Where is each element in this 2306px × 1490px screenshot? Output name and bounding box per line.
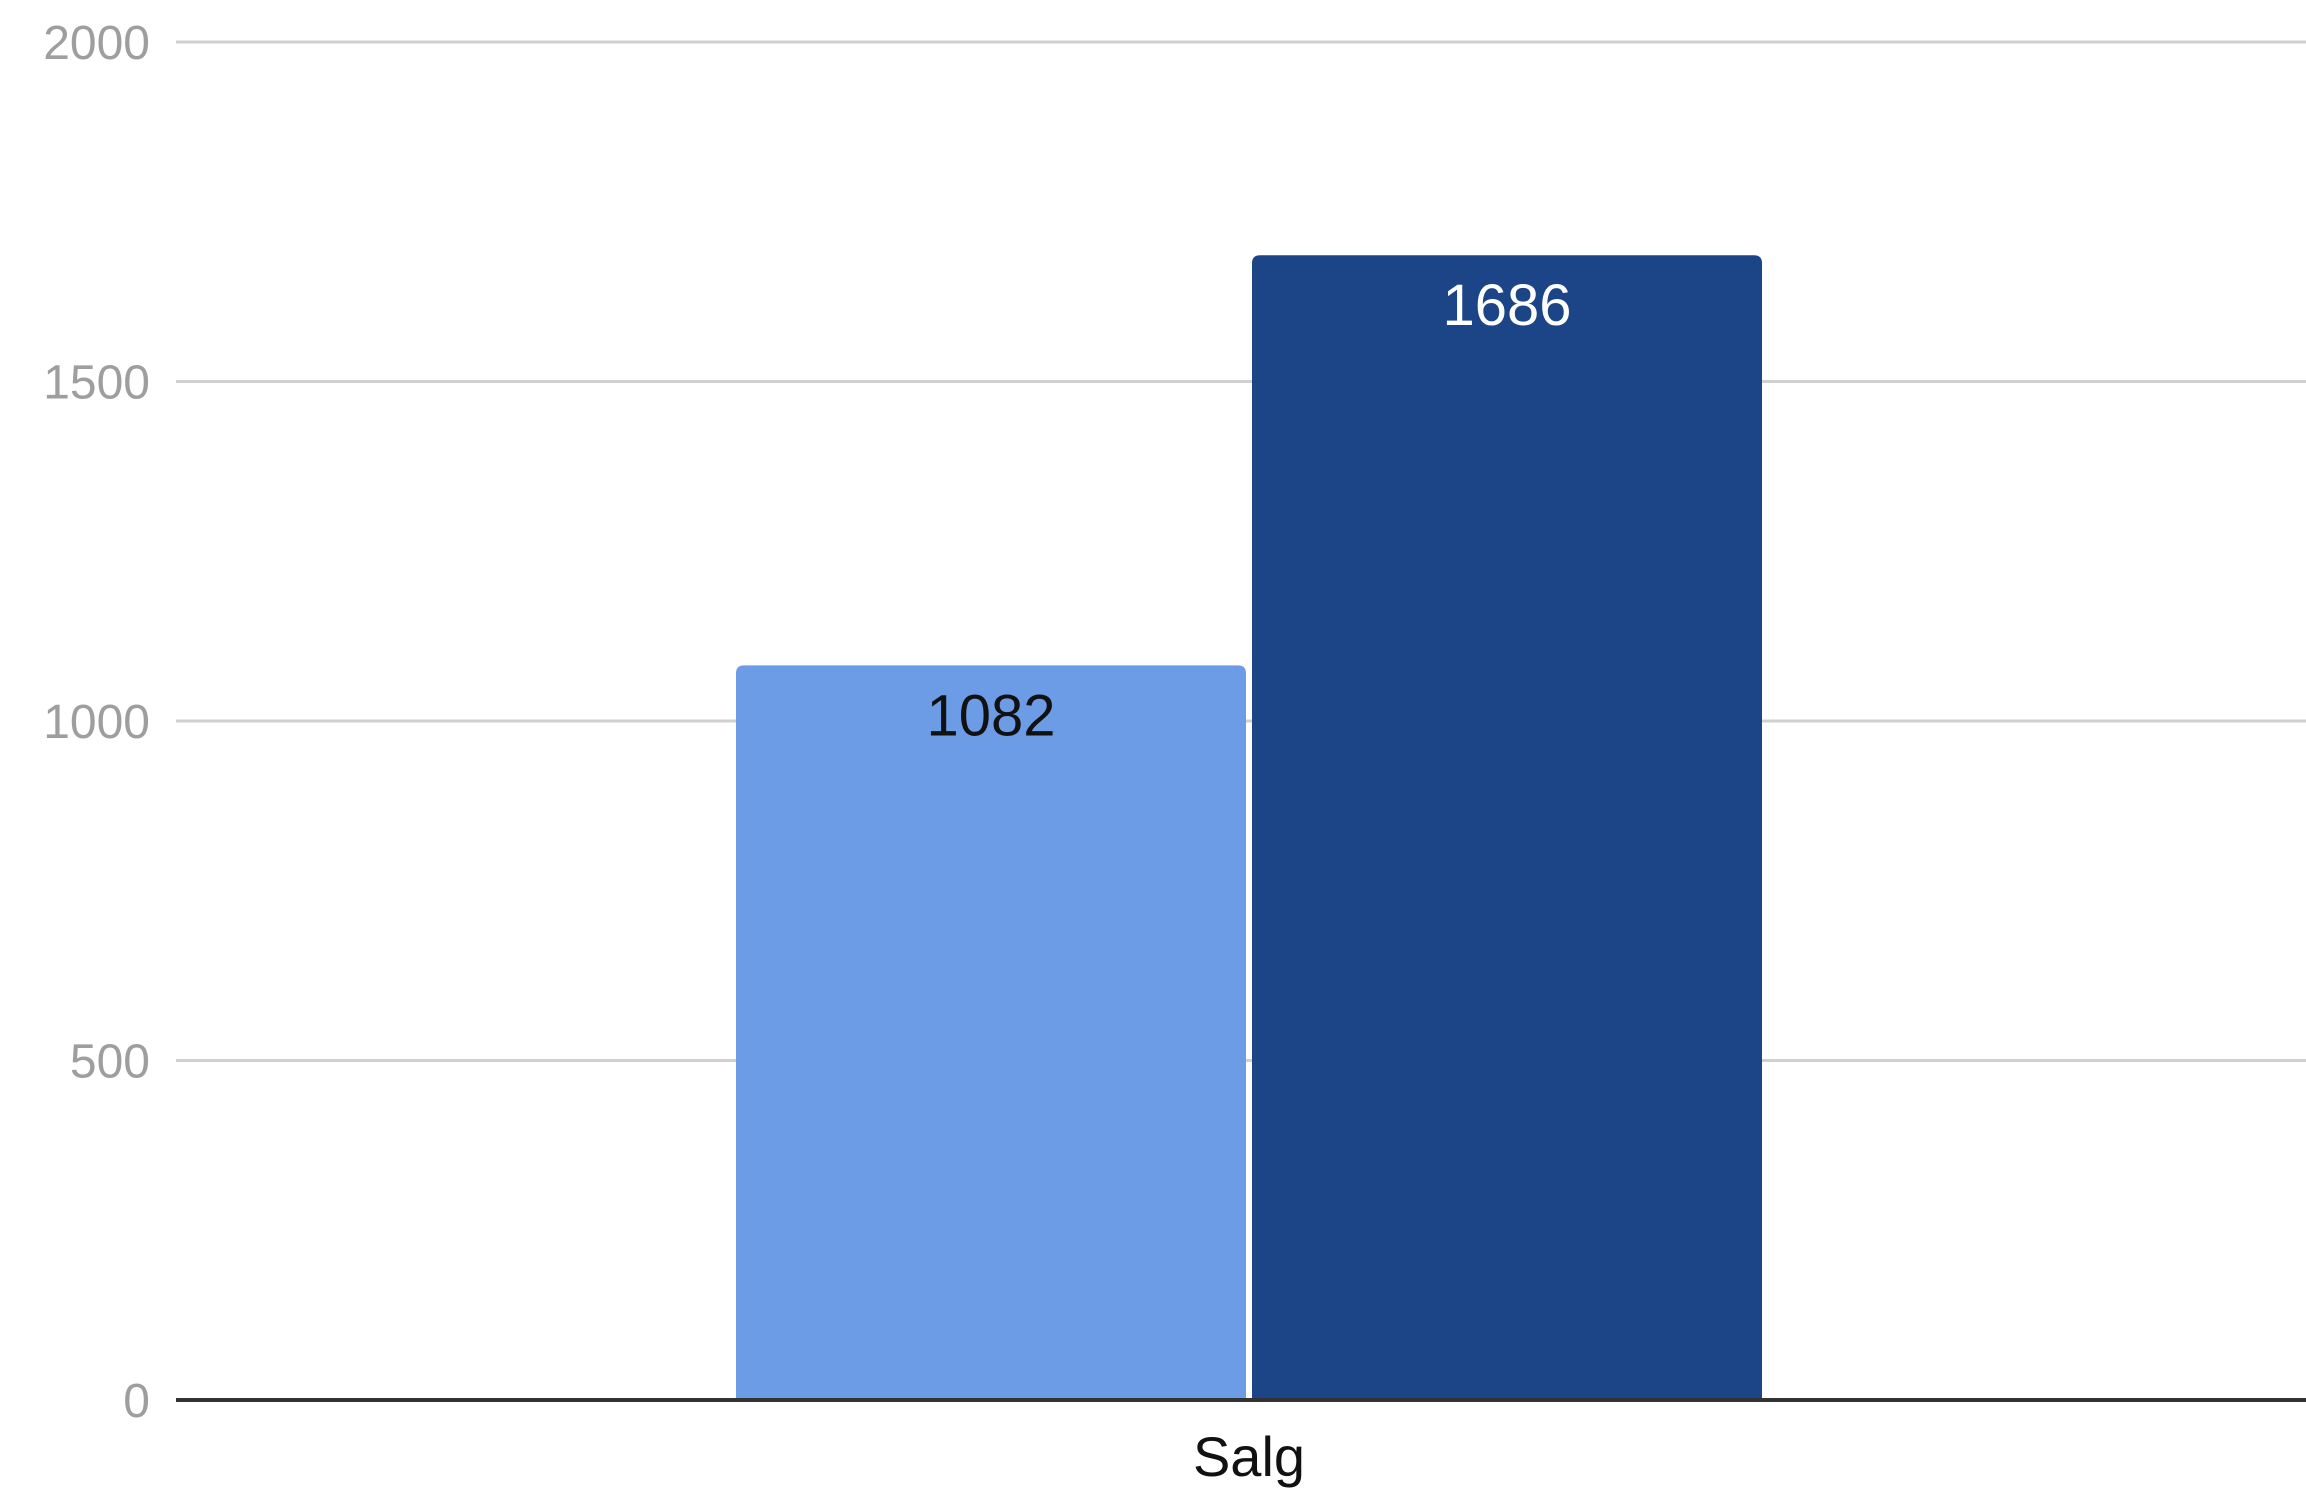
- y-tick-label: 1000: [43, 696, 150, 749]
- data-labels: 1082 1686: [926, 273, 1571, 748]
- y-tick-label: 0: [123, 1375, 150, 1428]
- bar: [1252, 255, 1762, 1400]
- bars: [736, 255, 1762, 1400]
- data-label: 1082: [926, 683, 1055, 748]
- x-axis-ticks: Salg: [1193, 1425, 1305, 1488]
- y-tick-label: 2000: [43, 17, 150, 70]
- x-tick-label: Salg: [1193, 1425, 1305, 1488]
- bar: [736, 665, 1246, 1400]
- y-tick-label: 1500: [43, 357, 150, 410]
- data-label: 1686: [1442, 273, 1571, 338]
- y-tick-label: 500: [70, 1036, 150, 1089]
- y-axis-ticks: 0 500 1000 1500 2000: [43, 17, 150, 1428]
